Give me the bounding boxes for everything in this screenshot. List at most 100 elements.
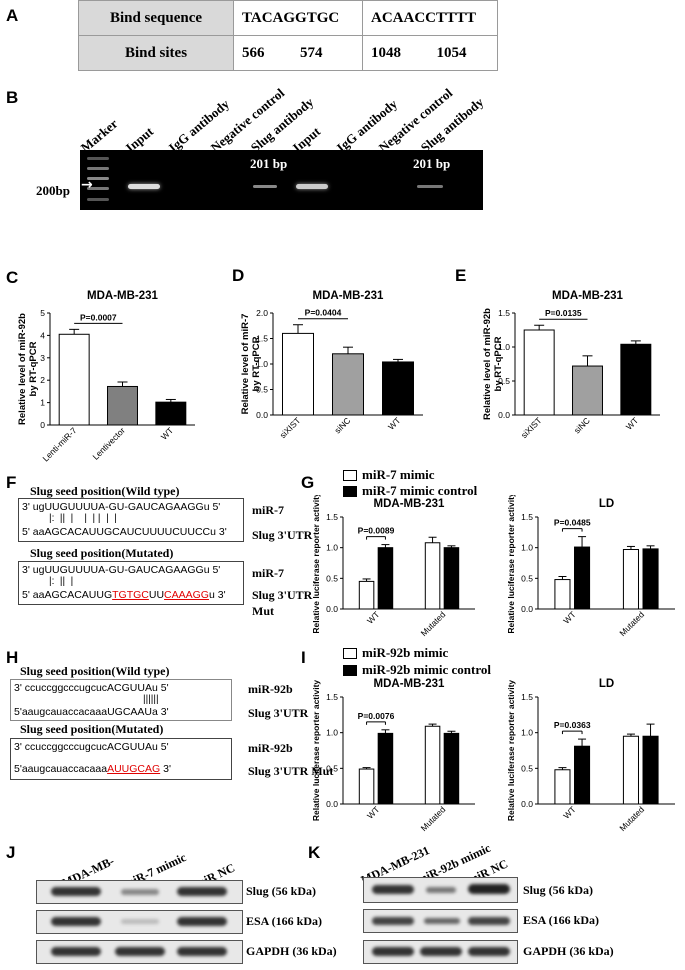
seq-box: 3' ugUUGUUUUA-GU-GAUCAGAAGGu 5' |: || | … — [18, 498, 244, 542]
bar — [574, 745, 591, 805]
chart-i-ld: LD 0.0 0.5 1.0 1.5 Relative luciferase report… — [506, 678, 675, 833]
bar — [622, 735, 639, 805]
table-row: Bind sequence TACAGGTGC ACAACCTTTT — [78, 0, 498, 36]
y-tick-label: 0.0 — [326, 604, 338, 614]
blot-row-label: GAPDH (36 kDa) — [523, 944, 614, 958]
y-axis-label-line: by RT-qPCR — [28, 341, 39, 396]
x-tick-label: WT — [159, 425, 175, 441]
mir-label: miR-7 — [252, 566, 284, 580]
chart-g-ld: LD 0.0 0.5 1.0 1.5 Relative luciferase report… — [506, 495, 675, 638]
band — [468, 884, 510, 894]
bar — [554, 769, 571, 805]
mir-label: miR-92b — [248, 682, 293, 696]
blot-row-label: Slug (56 kDa) — [523, 883, 594, 897]
band — [372, 885, 414, 894]
blot-strip — [36, 940, 243, 964]
utr-label: Slug 3'UTR Mut — [248, 764, 334, 778]
utr-label: Slug 3'UTR — [252, 588, 313, 602]
band — [372, 917, 414, 925]
p-value: P=0.0007 — [80, 312, 117, 322]
y-tick-label: 1.5 — [521, 692, 533, 702]
seq-part: u 3' — [208, 589, 226, 601]
bar — [107, 385, 138, 426]
seq-part: UU — [148, 589, 165, 601]
y-tick-label: 3 — [40, 353, 45, 363]
chart-title: MDA-MB-231 — [313, 290, 385, 302]
bar — [332, 353, 364, 416]
table-row: Bind sites 566 574 1048 1054 — [78, 35, 498, 71]
charts-g: MDA-MB-231 0.0 0.5 1.0 1.5 Relative luciferas… — [311, 495, 675, 638]
y-tick-label: 2 — [40, 375, 45, 385]
y-tick-label: 0.0 — [521, 604, 533, 614]
table-cell: TACAGGTGC — [233, 0, 363, 36]
bar — [622, 549, 639, 610]
seed-title: Slug seed position(Wild type) — [30, 484, 180, 498]
seq-part: 5' aaAGCACAUUG — [22, 589, 113, 601]
y-tick-label: 0.0 — [326, 799, 338, 809]
panel-label-i: I — [301, 648, 306, 667]
bar — [358, 580, 375, 610]
ladder-band — [87, 187, 109, 190]
y-tick-label: 1.5 — [256, 334, 268, 344]
table-header: Bind sequence — [78, 0, 234, 36]
x-tick-label: WT — [386, 415, 402, 431]
y-axis-label: Relative luciferase reporter activity — [506, 495, 516, 634]
legend-label: miR-7 mimic — [362, 467, 435, 482]
bar — [572, 365, 603, 416]
y-axis-label-line: Relative level of miR-7 — [240, 314, 251, 415]
y-tick-label: 0.0 — [521, 799, 533, 809]
y-tick-label: 5 — [40, 308, 45, 318]
panel-label-f: F — [6, 473, 17, 492]
x-tick-label: Mutated — [617, 804, 646, 833]
p-value: P=0.0363 — [554, 720, 591, 730]
y-tick-label: 0.5 — [326, 763, 338, 773]
chart-g-mda: MDA-MB-231 0.0 0.5 1.0 1.5 Relative luciferas… — [311, 495, 475, 638]
legend-label: miR-92b mimic control — [362, 662, 492, 677]
mir-sequence: 3' ccuccggcccugcucACGUUAu 5' — [14, 741, 169, 753]
chart-title: MDA-MB-231 — [552, 290, 624, 302]
y-axis-label-line: by RT-qPCR — [251, 336, 262, 391]
p-value: P=0.0076 — [358, 711, 395, 721]
x-tick-label: siNC — [332, 415, 352, 435]
y-tick-label: 1.0 — [521, 543, 533, 553]
y-axis-label: Relative luciferase reporter activity — [311, 495, 321, 634]
y-tick-label: 4 — [40, 330, 45, 340]
band — [372, 947, 414, 956]
x-tick-label: Lentivector — [90, 425, 127, 462]
y-tick-label: 0.5 — [326, 573, 338, 583]
band — [424, 918, 460, 924]
binding-table: Bind sequence TACAGGTGC ACAACCTTTT Bind … — [78, 0, 498, 71]
y-axis-label-line: Relative level of miR-92b — [17, 313, 28, 425]
blot-strip — [36, 910, 243, 934]
panel-label-g: G — [301, 473, 315, 492]
chart-i-mda: MDA-MB-231 0.0 0.5 1.0 1.5 Relative luciferas… — [311, 678, 475, 833]
band — [121, 919, 159, 924]
blot-row-label: ESA (166 kDa) — [523, 913, 600, 927]
legend-label: miR-7 mimic control — [362, 483, 478, 498]
table-header: Bind sites — [78, 35, 234, 71]
charts-cde: MDA-MB-231 0 1 2 3 4 5 Relative level of miR-92… — [17, 290, 660, 463]
ladder-band — [87, 157, 109, 160]
x-tick-label: Mutated — [419, 804, 448, 833]
panel-label-k: K — [308, 843, 321, 862]
table-cell: ACAACCTTTT — [362, 0, 498, 36]
y-tick-label: 1 — [40, 398, 45, 408]
chart-title: LD — [599, 678, 614, 690]
slug-band — [417, 185, 443, 188]
band — [121, 889, 159, 895]
blot-strip — [36, 880, 243, 904]
legend-swatch — [343, 470, 357, 481]
y-axis-label: Relative level of miR-7by RT-qPCR — [240, 314, 262, 415]
panel-label-d: D — [232, 266, 245, 285]
seq-box: 3' ccuccggcccugcucACGUUAu 5' |||||| 5'aa… — [10, 679, 232, 721]
p-value: P=0.0135 — [545, 308, 582, 318]
band — [177, 887, 227, 896]
bar — [377, 547, 394, 610]
pairing: |: || | | | | | | — [49, 513, 117, 524]
bar — [424, 725, 441, 805]
bar — [382, 361, 414, 416]
seed-title: Slug seed position(Wild type) — [20, 664, 170, 678]
utr-sequence: 5'aaugcauaccacaaaUGCAAUa 3' — [14, 706, 169, 718]
y-tick-label: 0 — [40, 420, 45, 430]
